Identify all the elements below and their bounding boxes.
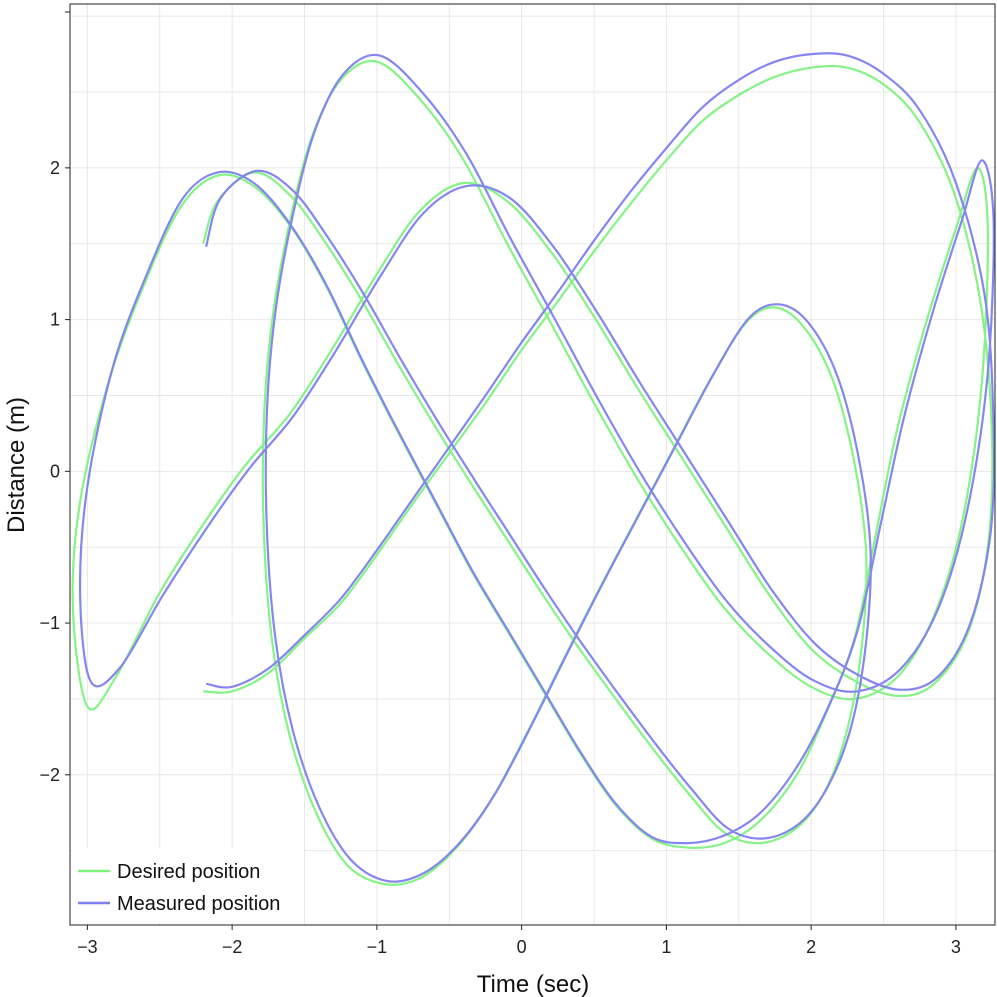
y-tick-label: 0 (50, 461, 60, 481)
y-axis-title: Distance (m) (3, 397, 30, 533)
plot-frame (69, 3, 996, 926)
series-line-measured (78, 52, 996, 883)
x-tick-label: 0 (517, 937, 527, 957)
legend-label-measured: Measured position (117, 893, 280, 915)
series-line-desired (71, 59, 994, 886)
series-lines (71, 52, 996, 886)
y-axis-ticks: −2 −1 0 1 2 (39, 11, 70, 785)
legend-label-desired: Desired position (117, 861, 260, 883)
y-tick-label: 2 (50, 158, 60, 178)
x-tick-label: 3 (951, 937, 961, 957)
x-axis-ticks: −3 −2 −1 0 1 2 3 (77, 925, 961, 957)
y-tick-label: −1 (39, 613, 60, 633)
x-tick-label: 2 (806, 937, 816, 957)
y-tick-label: 1 (50, 310, 60, 330)
y-tick-label: −2 (39, 765, 60, 785)
x-tick-label: −1 (367, 937, 388, 957)
x-tick-label: −3 (77, 937, 98, 957)
x-axis-title: Time (sec) (477, 971, 589, 997)
x-tick-label: −2 (222, 937, 243, 957)
x-tick-label: 1 (661, 937, 671, 957)
legend-background (72, 848, 304, 922)
gridlines (70, 4, 995, 925)
legend: Desired position Measured position (72, 848, 304, 922)
